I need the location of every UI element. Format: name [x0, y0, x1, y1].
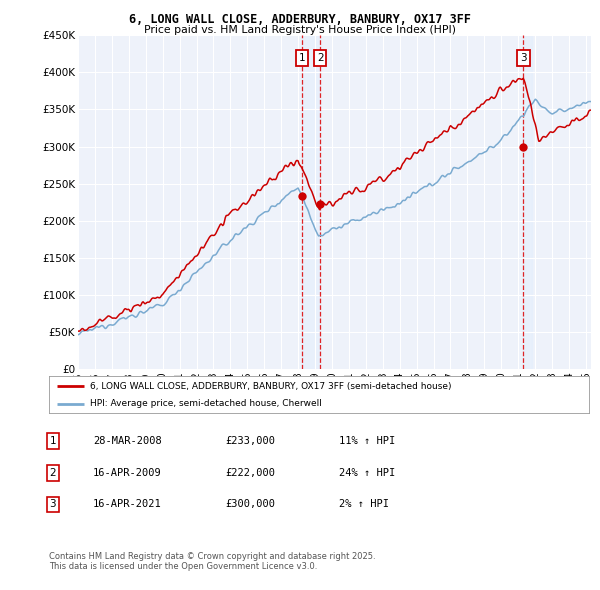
Text: 11% ↑ HPI: 11% ↑ HPI	[339, 437, 395, 446]
Text: Price paid vs. HM Land Registry's House Price Index (HPI): Price paid vs. HM Land Registry's House …	[144, 25, 456, 35]
Text: 3: 3	[49, 500, 56, 509]
Text: 16-APR-2009: 16-APR-2009	[93, 468, 162, 478]
Text: 16-APR-2021: 16-APR-2021	[93, 500, 162, 509]
Text: 3: 3	[520, 53, 527, 63]
Text: £222,000: £222,000	[225, 468, 275, 478]
Text: 1: 1	[299, 53, 305, 63]
Text: 28-MAR-2008: 28-MAR-2008	[93, 437, 162, 446]
Bar	[302, 35, 320, 369]
Text: 24% ↑ HPI: 24% ↑ HPI	[339, 468, 395, 478]
Text: 2: 2	[317, 53, 323, 63]
Text: Contains HM Land Registry data © Crown copyright and database right 2025.
This d: Contains HM Land Registry data © Crown c…	[49, 552, 376, 571]
Text: 6, LONG WALL CLOSE, ADDERBURY, BANBURY, OX17 3FF: 6, LONG WALL CLOSE, ADDERBURY, BANBURY, …	[129, 13, 471, 26]
Text: £300,000: £300,000	[225, 500, 275, 509]
Text: 2: 2	[49, 468, 56, 478]
Text: £233,000: £233,000	[225, 437, 275, 446]
Text: 1: 1	[49, 437, 56, 446]
Text: HPI: Average price, semi-detached house, Cherwell: HPI: Average price, semi-detached house,…	[90, 399, 322, 408]
Bar	[523, 35, 532, 369]
Text: 2% ↑ HPI: 2% ↑ HPI	[339, 500, 389, 509]
Text: 6, LONG WALL CLOSE, ADDERBURY, BANBURY, OX17 3FF (semi-detached house): 6, LONG WALL CLOSE, ADDERBURY, BANBURY, …	[90, 382, 451, 391]
